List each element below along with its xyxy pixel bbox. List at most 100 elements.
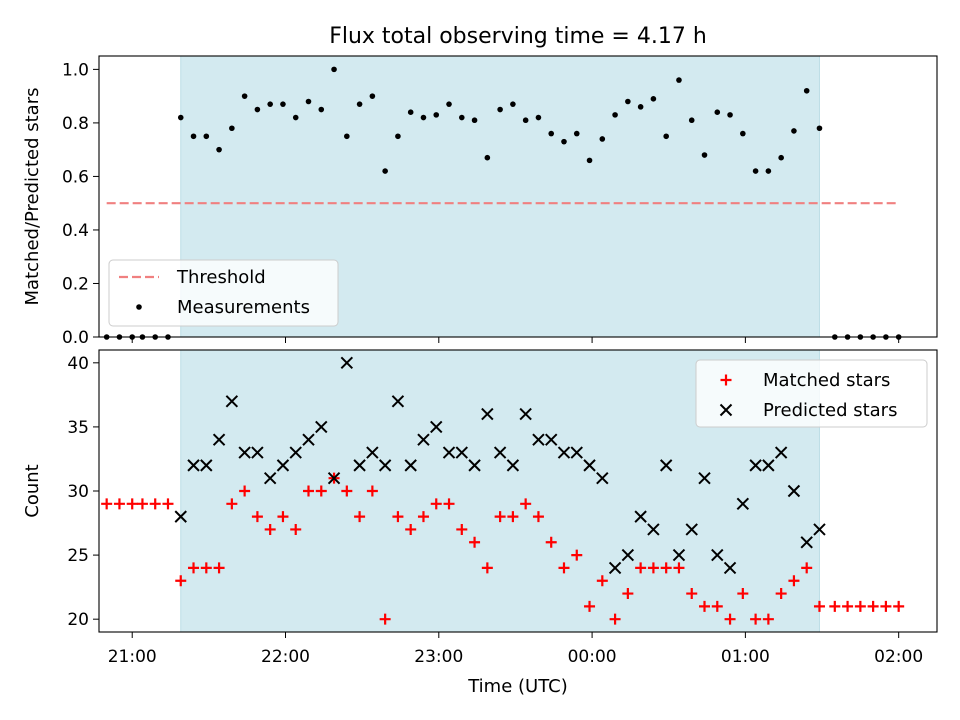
predicted-star-point — [276, 459, 290, 472]
predicted-star-point — [289, 446, 302, 459]
measurement-point — [216, 146, 222, 153]
matched-star-point — [660, 562, 672, 574]
predicted-star-point — [749, 459, 762, 472]
predicted-star-point — [404, 459, 417, 472]
matched-star-point — [213, 562, 225, 574]
predicted-star-point — [659, 459, 673, 472]
matched-star-point — [842, 600, 854, 612]
legend-threshold-label: Threshold — [176, 267, 266, 288]
predicted-star-point — [608, 561, 622, 575]
measurement-point — [599, 136, 606, 142]
predicted-star-point — [557, 446, 571, 459]
predicted-star-point — [187, 459, 200, 472]
matched-star-point — [596, 575, 608, 587]
measurement-point — [458, 114, 465, 121]
matched-star-point — [469, 536, 481, 548]
measurement-point — [625, 98, 631, 105]
matched-star-point — [417, 511, 429, 523]
predicted-star-point — [327, 471, 341, 485]
predicted-star-point — [353, 459, 366, 472]
measurement-point — [382, 168, 388, 174]
measurement-point — [344, 133, 350, 140]
matched-star-point — [635, 562, 647, 574]
measurement-point — [765, 168, 772, 174]
matched-star-point — [609, 613, 621, 625]
matched-star-point — [880, 600, 892, 612]
matched-star-point — [126, 498, 138, 510]
bottom-axes-counts: 20 25 30 35 40 Count 21:00 22:00 23:00 00:00 01:00… — [22, 349, 938, 667]
measurement-point — [663, 133, 669, 140]
matched-star-point — [188, 562, 200, 574]
predicted-star-point — [366, 446, 379, 459]
predicted-star-point — [762, 459, 775, 472]
legend-predicted-swatch — [719, 403, 733, 417]
predicted-star-point — [468, 459, 481, 472]
y-tick-label: 35 — [67, 418, 89, 438]
matched-star-point — [813, 600, 825, 612]
measurement-point — [637, 104, 644, 110]
matched-star-point — [622, 588, 634, 600]
predicted-star-point — [417, 433, 430, 446]
measurement-point — [433, 112, 440, 118]
matched-star-point — [392, 511, 404, 523]
matched-star-point — [226, 498, 238, 510]
matched-star-point — [101, 498, 113, 510]
matched-star-point — [711, 600, 723, 612]
predicted-star-point — [378, 459, 392, 472]
matched-star-point — [673, 562, 685, 574]
predicted-star-point — [430, 420, 443, 434]
predicted-star-point — [532, 433, 545, 446]
matched-star-point — [762, 613, 774, 625]
matched-star-point — [113, 498, 125, 510]
matched-star-point — [366, 485, 378, 497]
measurement-point — [561, 138, 567, 145]
matched-star-point — [545, 536, 557, 548]
measurement-point — [318, 106, 325, 113]
predicted-star-point — [813, 523, 826, 536]
measurement-point — [586, 157, 593, 164]
x-tick-label: 01:00 — [721, 647, 770, 667]
matched-star-point — [430, 498, 442, 510]
matched-star-point — [341, 485, 353, 497]
measurement-point — [420, 114, 427, 121]
measurement-point — [816, 125, 823, 132]
matched-star-point — [584, 600, 596, 612]
matched-star-point — [775, 588, 787, 600]
matched-star-point — [532, 511, 544, 523]
measurement-point — [241, 93, 248, 99]
measurement-point — [203, 133, 210, 140]
predicted-star-point — [596, 471, 609, 485]
predicted-star-point — [672, 548, 686, 562]
matched-star-point — [456, 523, 468, 535]
y-tick-label: 20 — [67, 610, 89, 630]
predicted-star-point — [263, 471, 277, 485]
y-tick-label: 0.4 — [62, 221, 89, 241]
predicted-star-point — [506, 459, 520, 472]
matched-star-point — [520, 498, 532, 510]
measurement-point — [714, 109, 721, 115]
measurement-point — [484, 154, 491, 161]
measurement-point — [676, 77, 682, 83]
measurement-point — [510, 101, 516, 107]
matched-star-point — [481, 562, 493, 574]
predicted-star-point — [391, 395, 405, 408]
measurement-point — [407, 109, 414, 115]
y-tick-label: 0.6 — [62, 167, 89, 187]
predicted-star-point — [225, 395, 239, 408]
matched-star-point — [558, 562, 570, 574]
measurement-point — [331, 66, 337, 73]
measurement-point — [701, 152, 708, 158]
legend: Threshold Measurements — [108, 259, 339, 327]
y-tick-label: 30 — [67, 482, 89, 502]
measurement-point — [778, 154, 784, 161]
legend-box — [695, 359, 928, 428]
measurement-point — [229, 125, 235, 132]
predicted-star-point — [621, 548, 635, 562]
measurement-point — [369, 93, 376, 99]
matched-star-point — [379, 613, 391, 625]
x-tick-label: 22:00 — [261, 647, 310, 667]
measurement-point — [522, 117, 529, 124]
matched-star-point — [200, 562, 212, 574]
predicted-star-point — [647, 523, 660, 536]
